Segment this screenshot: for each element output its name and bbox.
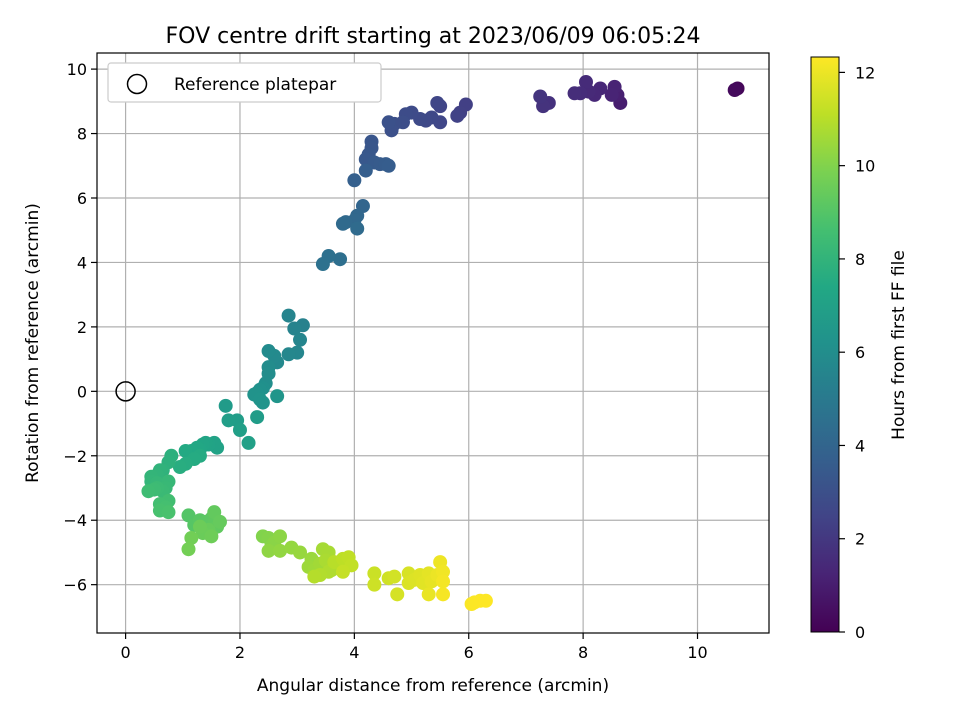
colorbar: 0 2 4 6 8 10 12 Hours from first FF file bbox=[810, 56, 909, 642]
scatter-point bbox=[436, 574, 451, 589]
data-points bbox=[141, 75, 745, 611]
scatter-point bbox=[232, 423, 247, 437]
y-tick-label: 8 bbox=[77, 125, 87, 144]
x-tick-label: 2 bbox=[235, 643, 245, 662]
colorbar-tick-label: 0 bbox=[855, 623, 865, 642]
scatter-point bbox=[161, 505, 176, 520]
scatter-point bbox=[287, 321, 302, 336]
scatter-point bbox=[293, 332, 308, 347]
scatter-point bbox=[381, 115, 396, 130]
scatter-point bbox=[307, 569, 322, 584]
y-tick-label: 10 bbox=[67, 60, 87, 79]
colorbar-tick-label: 6 bbox=[855, 343, 865, 362]
scatter-point bbox=[390, 587, 405, 602]
scatter-point bbox=[172, 460, 187, 475]
scatter-point bbox=[333, 252, 348, 267]
scatter-point bbox=[221, 413, 236, 428]
scatter-point bbox=[255, 395, 270, 410]
scatter-point bbox=[387, 569, 402, 584]
scatter-point bbox=[192, 519, 207, 534]
x-tick-label: 0 bbox=[121, 643, 131, 662]
scatter-point bbox=[367, 566, 382, 581]
colorbar-tick-label: 4 bbox=[855, 436, 865, 455]
legend-box bbox=[107, 62, 382, 103]
scatter-point bbox=[533, 89, 548, 104]
colorbar-tick-label: 10 bbox=[855, 157, 875, 176]
scatter-point bbox=[281, 347, 296, 362]
scatter-point bbox=[293, 545, 308, 560]
x-tick-label: 4 bbox=[349, 643, 359, 662]
scatter-point bbox=[273, 543, 288, 558]
x-axis-ticks: 0 2 4 6 8 10 bbox=[121, 633, 708, 662]
legend-marker-open-circle bbox=[126, 73, 148, 95]
scatter-point bbox=[347, 173, 362, 188]
scatter-point bbox=[241, 435, 256, 450]
scatter-point bbox=[315, 257, 330, 272]
scatter-point bbox=[281, 308, 296, 323]
legend-label: Reference platepar bbox=[174, 75, 336, 95]
y-axis-ticks: −6 −4 −2 0 2 4 6 8 10 bbox=[63, 60, 97, 595]
colorbar-ticks: 0 2 4 6 8 10 12 bbox=[839, 63, 875, 642]
x-tick-label: 8 bbox=[578, 643, 588, 662]
scatter-point bbox=[261, 344, 276, 359]
scatter-point bbox=[335, 564, 350, 579]
scatter-point bbox=[604, 87, 619, 102]
x-axis-label: Angular distance from reference (arcmin) bbox=[257, 676, 609, 696]
y-tick-label: −4 bbox=[63, 511, 87, 530]
scatter-point bbox=[436, 587, 451, 602]
x-tick-label: 10 bbox=[687, 643, 707, 662]
scatter-point bbox=[567, 86, 582, 101]
scatter-point bbox=[218, 398, 233, 413]
scatter-point bbox=[250, 410, 265, 425]
scatter-point bbox=[421, 587, 436, 602]
colorbar-label: Hours from first FF file bbox=[889, 250, 909, 440]
scatter-point bbox=[141, 484, 156, 499]
scatter-point bbox=[727, 83, 742, 98]
reference-marker bbox=[115, 381, 136, 402]
scatter-point bbox=[204, 529, 219, 544]
colorbar-tick-label: 12 bbox=[855, 63, 875, 82]
legend: Reference platepar bbox=[107, 62, 382, 103]
plot-frame bbox=[96, 52, 770, 634]
scatter-point bbox=[181, 542, 196, 557]
chart-title: FOV centre drift starting at 2023/06/09 … bbox=[166, 24, 701, 49]
scatter-point bbox=[350, 221, 365, 236]
scatter-point bbox=[184, 530, 199, 545]
y-tick-label: −2 bbox=[63, 447, 87, 466]
scatter-point bbox=[261, 543, 276, 558]
colorbar-tick-label: 8 bbox=[855, 250, 865, 269]
y-axis-label: Rotation from reference (arcmin) bbox=[23, 203, 43, 483]
scatter-point bbox=[430, 95, 445, 110]
y-tick-label: 4 bbox=[77, 253, 87, 272]
colorbar-gradient bbox=[810, 56, 840, 633]
scatter-point bbox=[270, 389, 285, 404]
scatter-point bbox=[578, 75, 593, 89]
grid-lines bbox=[97, 53, 769, 633]
y-tick-label: −6 bbox=[63, 576, 87, 595]
y-tick-label: 0 bbox=[77, 382, 87, 401]
scatter-point bbox=[367, 577, 382, 592]
scatter-point bbox=[450, 108, 465, 123]
y-tick-label: 6 bbox=[77, 189, 87, 208]
scatter-point bbox=[436, 564, 451, 579]
x-tick-label: 6 bbox=[464, 643, 474, 662]
scatter-point bbox=[478, 593, 493, 608]
scatter-point bbox=[212, 514, 227, 529]
y-tick-label: 2 bbox=[77, 318, 87, 337]
colorbar-tick-label: 2 bbox=[855, 530, 865, 549]
scatter-point bbox=[335, 216, 350, 231]
scatter-point bbox=[381, 158, 396, 173]
scatter-point bbox=[273, 529, 288, 544]
scatter-point bbox=[358, 163, 373, 178]
reference-platepar-point bbox=[115, 381, 136, 402]
